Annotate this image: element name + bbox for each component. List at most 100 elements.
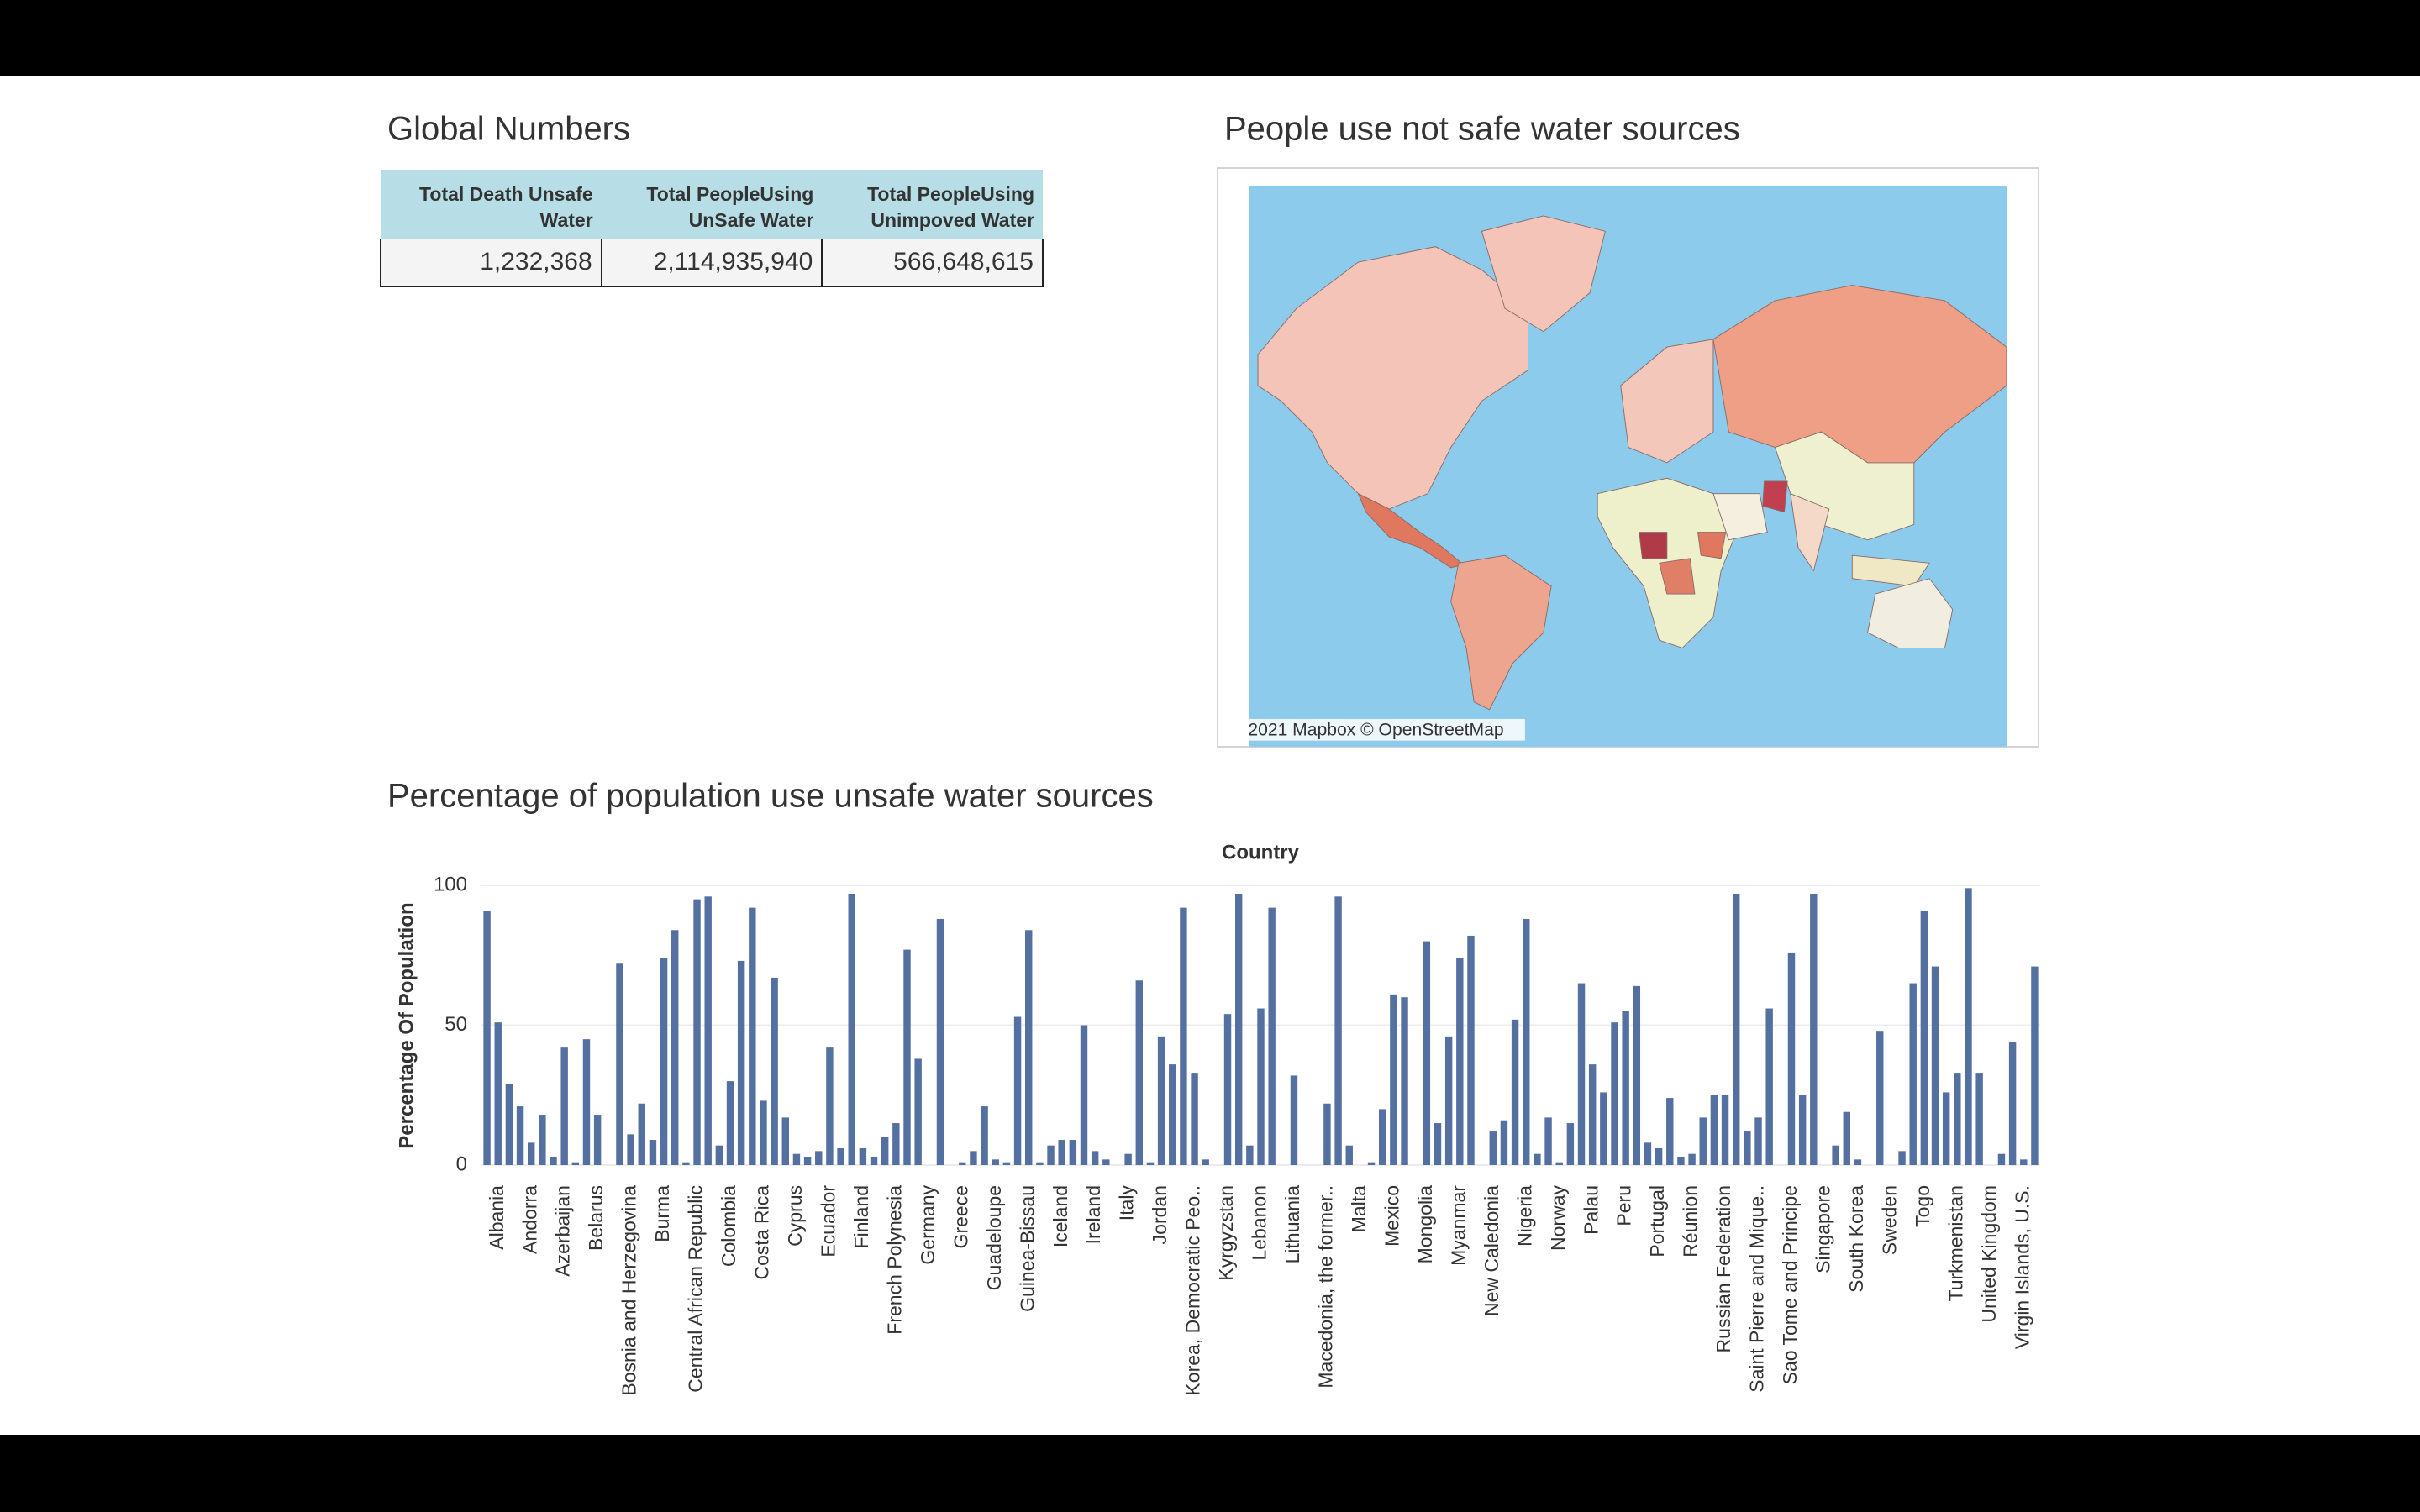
x-tick-label: Guadeloupe	[983, 1185, 1005, 1290]
bar	[1135, 980, 1143, 1165]
bar	[1997, 1153, 2006, 1165]
bar	[1157, 1036, 1165, 1165]
header-cell: Total Death Unsafe Water	[381, 170, 602, 239]
bar	[903, 949, 911, 1165]
bar	[848, 893, 855, 1165]
bar	[837, 1148, 844, 1165]
global-numbers-table: Total Death Unsafe Water Total PeopleUsi…	[380, 170, 1044, 287]
x-tick-label: Belarus	[585, 1185, 607, 1251]
greenland	[1481, 215, 1606, 333]
bar	[1367, 1162, 1376, 1165]
x-tick-label: Mexico	[1381, 1185, 1402, 1247]
bar	[638, 1103, 645, 1165]
india	[1790, 492, 1830, 572]
bar	[2008, 1042, 2017, 1165]
chart-title: Percentage of population use unsafe wate…	[387, 778, 1154, 815]
bar	[914, 1058, 922, 1165]
x-tick-label: Lebanon	[1249, 1185, 1270, 1261]
bar	[516, 1106, 524, 1165]
bar	[1013, 1016, 1022, 1165]
mexico	[1357, 492, 1465, 569]
bar	[483, 910, 491, 1165]
bar	[560, 1047, 568, 1165]
x-tick-label: Bosnia and Herzegovina	[618, 1185, 640, 1396]
bar	[970, 1151, 977, 1165]
bar	[1633, 985, 1641, 1165]
bar	[792, 1153, 801, 1165]
bar	[616, 963, 623, 1165]
bar	[1456, 958, 1464, 1165]
bottom-bar	[0, 1435, 2420, 1512]
arabia	[1712, 493, 1768, 541]
bar	[1876, 1031, 1884, 1165]
bar	[1942, 1092, 1950, 1165]
header-cell: Total PeopleUsing Unimpoved Water	[822, 170, 1043, 239]
bar	[1401, 997, 1408, 1165]
x-tick-label: Sao Tome and Principe	[1779, 1185, 1801, 1384]
bar	[1787, 952, 1796, 1165]
bar	[936, 918, 944, 1165]
bar	[1710, 1095, 1718, 1165]
x-tick-label: Burma	[651, 1185, 673, 1242]
bar	[771, 977, 778, 1165]
bar	[1644, 1142, 1652, 1165]
x-tick-label: Réunion	[1680, 1185, 1702, 1257]
bar	[1234, 893, 1243, 1165]
x-tick-label: Andorra	[518, 1185, 540, 1254]
bar	[1744, 1131, 1751, 1165]
bar	[715, 1145, 723, 1165]
bar	[2020, 1159, 2028, 1165]
x-tick-label: Kyrgyzstan	[1215, 1185, 1237, 1281]
bar	[1544, 1117, 1552, 1165]
bar	[627, 1134, 634, 1165]
bar	[1611, 1022, 1618, 1165]
bar	[1577, 983, 1586, 1165]
bar	[682, 1162, 690, 1165]
x-tick-label: Mongolia	[1414, 1185, 1436, 1264]
bar	[1146, 1162, 1155, 1165]
bar	[826, 1047, 834, 1165]
bar	[815, 1151, 823, 1165]
x-tick-label: Macedonia, the former..	[1315, 1185, 1337, 1389]
bar	[1754, 1117, 1762, 1165]
header-row: Total Death Unsafe Water Total PeopleUsi…	[381, 170, 1043, 239]
value-row: 1,232,368 2,114,935,940 566,648,615	[380, 239, 1044, 287]
bar	[992, 1159, 999, 1165]
bar	[1732, 893, 1740, 1165]
bar	[571, 1162, 580, 1165]
value-cell: 1,232,368	[380, 239, 602, 287]
value-cell: 2,114,935,940	[600, 239, 823, 287]
bar	[737, 960, 745, 1165]
table-title: Global Numbers	[387, 111, 630, 148]
x-tick-label: Nigeria	[1513, 1185, 1535, 1247]
y-axis-title: Percentage Of Population	[395, 902, 418, 1148]
bar	[1588, 1064, 1597, 1165]
x-tick-label: Cyprus	[784, 1185, 806, 1247]
bar	[539, 1115, 546, 1165]
bar	[726, 1081, 734, 1165]
x-tick-label: Palau	[1580, 1185, 1602, 1235]
bar	[1069, 1140, 1077, 1165]
bar	[1655, 1148, 1663, 1165]
x-tick-label: Colombia	[718, 1185, 739, 1267]
x-tick-label: Ecuador	[817, 1185, 839, 1257]
europe	[1620, 339, 1714, 464]
bar	[660, 958, 668, 1165]
bar	[760, 1100, 767, 1165]
bar	[693, 899, 701, 1165]
x-tick-label: Central African Republic	[685, 1185, 707, 1393]
x-tick-label: Virgin Islands, U.S.	[2011, 1185, 2033, 1349]
bar	[1169, 1064, 1176, 1165]
pakistan	[1762, 480, 1788, 513]
bar	[1434, 1123, 1442, 1165]
bar	[1511, 1019, 1519, 1165]
bar	[1423, 941, 1431, 1165]
congo	[1659, 558, 1696, 595]
bar	[1566, 1123, 1575, 1165]
bar	[593, 1115, 602, 1165]
bar	[1268, 907, 1276, 1165]
bar	[1677, 1157, 1685, 1165]
nigeria	[1639, 532, 1668, 559]
